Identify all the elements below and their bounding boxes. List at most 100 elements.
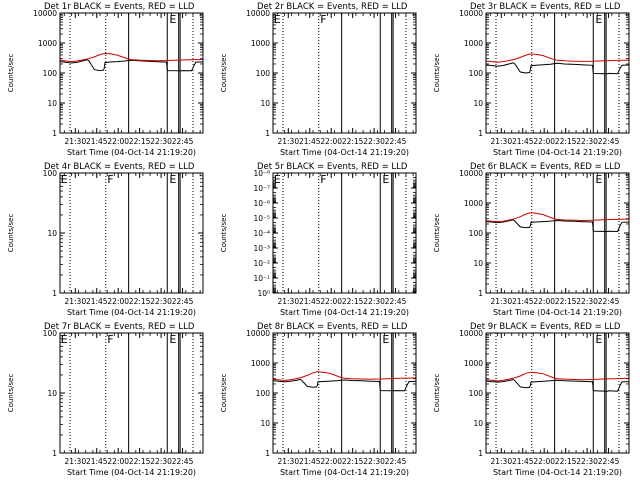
x-tick-label: 22:30 xyxy=(363,137,385,146)
plot-frame xyxy=(272,332,417,454)
y-axis-label: Counts/sec xyxy=(433,214,441,253)
x-axis-label: Start Time (04-Oct-14 21:19:20) xyxy=(67,308,196,317)
y-tick-label: 10⁰ xyxy=(257,289,270,298)
x-tick-label: 21:45 xyxy=(299,297,321,306)
x-axis-label: Start Time (04-Oct-14 21:19:20) xyxy=(493,308,622,317)
y-tick-label: 10⁻⁸ xyxy=(253,169,270,178)
y-tick-label: 10000 xyxy=(33,9,57,18)
y-tick-label: 1000 xyxy=(464,359,483,368)
x-tick-label: 22:00 xyxy=(320,297,342,306)
x-tick-label: 22:30 xyxy=(576,457,598,466)
y-tick-label: 10 xyxy=(47,229,57,238)
y-tick-label: 100 xyxy=(43,69,58,78)
y-tick-label: 10000 xyxy=(246,9,270,18)
chart-title: Det 1r BLACK = Events, RED = LLD xyxy=(44,2,195,12)
chart-title: Det 9r BLACK = Events, RED = LLD xyxy=(470,322,621,332)
x-tick-label: 22:00 xyxy=(533,137,555,146)
events-rate-line xyxy=(485,378,630,392)
flag-marker: F xyxy=(107,173,113,186)
x-tick-label: 22:30 xyxy=(150,457,172,466)
y-tick-label: 10⁻³ xyxy=(253,244,270,253)
y-tick-label: 1 xyxy=(478,129,483,138)
chart-title: Det 5r BLACK = Events, RED = LLD xyxy=(257,162,408,172)
x-tick-label: 22:15 xyxy=(129,457,151,466)
x-tick-label: 21:45 xyxy=(86,297,108,306)
x-tick-label: 22:30 xyxy=(150,297,172,306)
chart-panel: Det 4r BLACK = Events, RED = LLD Counts/s… xyxy=(7,162,204,317)
chart-title: Det 8r BLACK = Events, RED = LLD xyxy=(257,322,408,332)
y-tick-label: 1 xyxy=(265,129,270,138)
x-tick-label: 22:15 xyxy=(555,137,577,146)
x-tick-label: 21:30 xyxy=(277,297,299,306)
x-axis-label: Start Time (04-Oct-14 21:19:20) xyxy=(493,148,622,157)
plot-frame xyxy=(485,332,630,454)
x-tick-label: 22:45 xyxy=(172,297,194,306)
chart-panel: Det 3r BLACK = Events, RED = LLD Counts/s… xyxy=(433,2,630,157)
x-axis-label: Start Time (04-Oct-14 21:19:20) xyxy=(493,468,622,477)
y-axis-label: Counts/sec xyxy=(433,54,441,93)
x-tick-label: 22:00 xyxy=(107,137,129,146)
flag-marker: E xyxy=(61,333,68,346)
x-tick-label: 22:00 xyxy=(107,297,129,306)
y-axis-label: Counts/sec xyxy=(220,54,228,93)
flag-marker: F xyxy=(320,13,326,26)
y-tick-label: 10⁻⁷ xyxy=(253,184,270,193)
x-axis-label: Start Time (04-Oct-14 21:19:20) xyxy=(280,148,409,157)
x-tick-label: 22:00 xyxy=(320,457,342,466)
x-tick-label: 21:30 xyxy=(64,457,86,466)
y-tick-label: 100 xyxy=(469,229,484,238)
x-tick-label: 22:30 xyxy=(150,137,172,146)
y-axis-label: Counts/sec xyxy=(433,374,441,413)
flag-marker: E xyxy=(382,173,389,186)
flag-marker: F xyxy=(320,173,326,186)
x-tick-label: 21:45 xyxy=(86,137,108,146)
x-tick-label: 22:00 xyxy=(533,457,555,466)
events-rate-line xyxy=(272,378,417,392)
chart-panel: Det 6r BLACK = Events, RED = LLD Counts/s… xyxy=(433,162,630,317)
events-rate-line xyxy=(485,219,630,233)
x-tick-label: 21:30 xyxy=(490,457,512,466)
chart-title: Det 3r BLACK = Events, RED = LLD xyxy=(470,2,621,12)
y-tick-label: 10000 xyxy=(459,169,483,178)
x-axis-label: Start Time (04-Oct-14 21:19:20) xyxy=(280,308,409,317)
y-tick-label: 100 xyxy=(469,389,484,398)
flag-marker: E xyxy=(382,333,389,346)
plot-frame xyxy=(485,172,630,294)
events-rate-line xyxy=(485,62,630,75)
y-tick-label: 100 xyxy=(43,169,58,178)
plot-frame xyxy=(59,172,204,294)
x-tick-label: 21:45 xyxy=(299,137,321,146)
x-tick-label: 22:15 xyxy=(342,297,364,306)
y-tick-label: 10000 xyxy=(459,329,483,338)
lld-rate-line xyxy=(272,371,417,382)
y-axis-label: Counts/sec xyxy=(7,374,15,413)
x-tick-label: 22:45 xyxy=(598,297,620,306)
y-tick-label: 100 xyxy=(256,69,271,78)
y-tick-label: 100 xyxy=(43,329,58,338)
x-axis-label: Start Time (04-Oct-14 21:19:20) xyxy=(280,468,409,477)
y-tick-label: 10 xyxy=(473,419,483,428)
y-tick-label: 1 xyxy=(52,289,57,298)
y-tick-label: 10 xyxy=(47,99,57,108)
x-tick-label: 22:15 xyxy=(342,137,364,146)
y-tick-label: 1000 xyxy=(38,39,57,48)
chart-title: Det 7r BLACK = Events, RED = LLD xyxy=(44,322,195,332)
x-tick-label: 22:45 xyxy=(172,137,194,146)
y-tick-label: 10 xyxy=(260,419,270,428)
chart-panel: Det 2r BLACK = Events, RED = LLD Counts/s… xyxy=(220,2,417,157)
x-tick-label: 22:00 xyxy=(107,457,129,466)
y-tick-label: 10 xyxy=(47,389,57,398)
x-tick-label: 21:30 xyxy=(64,297,86,306)
y-tick-label: 1000 xyxy=(464,199,483,208)
chart-panel: Det 9r BLACK = Events, RED = LLD Counts/s… xyxy=(433,322,630,477)
flag-marker: E xyxy=(169,13,176,26)
x-axis-label: Start Time (04-Oct-14 21:19:20) xyxy=(67,148,196,157)
x-tick-label: 21:30 xyxy=(64,137,86,146)
x-tick-label: 22:45 xyxy=(385,297,407,306)
x-tick-label: 22:30 xyxy=(363,457,385,466)
x-tick-label: 21:30 xyxy=(277,137,299,146)
x-tick-label: 22:15 xyxy=(555,297,577,306)
y-tick-label: 10⁻⁶ xyxy=(253,199,270,208)
x-axis-label: Start Time (04-Oct-14 21:19:20) xyxy=(67,468,196,477)
x-tick-label: 22:30 xyxy=(576,297,598,306)
